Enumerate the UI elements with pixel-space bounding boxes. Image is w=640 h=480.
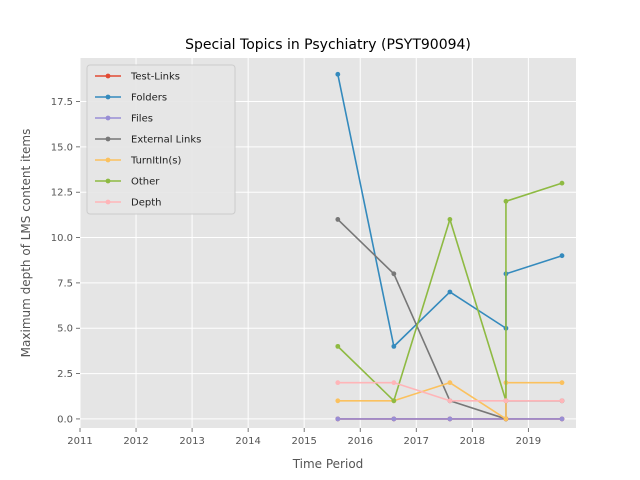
legend-swatch-marker — [105, 73, 111, 79]
y-tick-label: 15.0 — [51, 142, 73, 153]
data-point-files — [335, 416, 341, 422]
chart-title: Special Topics in Psychiatry (PSYT90094) — [185, 37, 471, 53]
y-tick-label: 5.0 — [57, 324, 73, 335]
legend-item-test-links: Test-Links — [95, 72, 180, 83]
legend-label: External Links — [131, 135, 201, 146]
legend-swatch-marker — [105, 115, 111, 121]
x-tick-label: 2012 — [123, 436, 148, 447]
legend-label: Other — [131, 177, 160, 188]
legend-label: Folders — [131, 93, 167, 104]
data-point-depth — [503, 398, 509, 404]
legend-box — [86, 64, 236, 215]
series-layer — [335, 71, 565, 422]
data-point-depth — [559, 398, 565, 404]
x-tick-label: 2011 — [67, 436, 92, 447]
x-axis-label: Time Period — [292, 457, 364, 471]
legend-swatch-marker — [105, 178, 111, 184]
data-point-turnitin-s — [447, 380, 453, 386]
legend-label: TurnItIn(s) — [130, 156, 181, 167]
x-tick-label: 2016 — [347, 436, 372, 447]
legend-item-turnitin-s: TurnItIn(s) — [95, 156, 181, 167]
legend-swatch-marker — [105, 94, 111, 100]
legend-item-depth: Depth — [95, 198, 161, 209]
legend-item-other: Other — [95, 177, 160, 188]
data-point-other — [391, 398, 397, 404]
y-tick-label: 17.5 — [51, 97, 73, 108]
series-line-other — [337, 182, 563, 402]
data-point-folders — [447, 289, 453, 295]
y-axis-ticks: 0.0 2.5 5.0 7.5 10.0 12.5 15.0 17.5 — [51, 97, 80, 425]
legend-swatch-marker — [105, 157, 111, 163]
data-point-external-links — [391, 271, 397, 277]
data-point-folders — [391, 343, 397, 349]
x-tick-label: 2019 — [516, 436, 541, 447]
data-point-files — [559, 416, 565, 422]
y-tick-label: 10.0 — [51, 233, 73, 244]
legend-item-files: Files — [95, 114, 153, 125]
data-point-files — [447, 416, 453, 422]
data-point-files — [391, 416, 397, 422]
x-tick-label: 2018 — [460, 436, 485, 447]
data-point-external-links — [335, 217, 341, 222]
legend-item-folders: Folders — [95, 93, 167, 104]
series-other — [335, 180, 565, 404]
data-point-turnitin-s — [335, 398, 341, 404]
data-point-turnitin-s — [559, 380, 565, 386]
legend-swatch-marker — [105, 136, 111, 142]
data-point-depth — [447, 398, 453, 404]
x-axis-ticks: 2011 2012 2013 2014 2015 2016 2017 2018 2019 — [67, 428, 541, 447]
x-tick-label: 2017 — [404, 436, 429, 447]
legend-swatch-marker — [105, 199, 111, 205]
data-point-folders — [559, 253, 565, 259]
y-tick-label: 2.5 — [57, 369, 73, 380]
data-point-other — [447, 217, 453, 222]
y-tick-label: 0.0 — [57, 414, 73, 425]
data-point-folders — [335, 71, 341, 77]
data-point-turnitin-s — [503, 416, 509, 422]
legend: Test-Links Folders Files External Links Turn… — [86, 64, 236, 215]
data-point-depth — [391, 380, 397, 386]
x-tick-label: 2013 — [179, 436, 204, 447]
legend-label: Test-Links — [130, 72, 180, 83]
data-point-other — [503, 198, 509, 204]
data-point-other — [559, 180, 565, 186]
y-axis-label: Maximum depth of LMS content items — [19, 129, 33, 358]
data-point-other — [335, 343, 341, 349]
x-tick-label: 2015 — [291, 436, 316, 447]
data-point-depth — [335, 380, 341, 386]
y-tick-label: 12.5 — [51, 188, 73, 199]
y-tick-label: 7.5 — [57, 278, 73, 289]
legend-item-external-links: External Links — [95, 135, 201, 146]
series-depth — [335, 380, 565, 404]
x-tick-label: 2014 — [235, 436, 260, 447]
legend-label: Depth — [131, 198, 161, 209]
legend-label: Files — [131, 114, 153, 125]
